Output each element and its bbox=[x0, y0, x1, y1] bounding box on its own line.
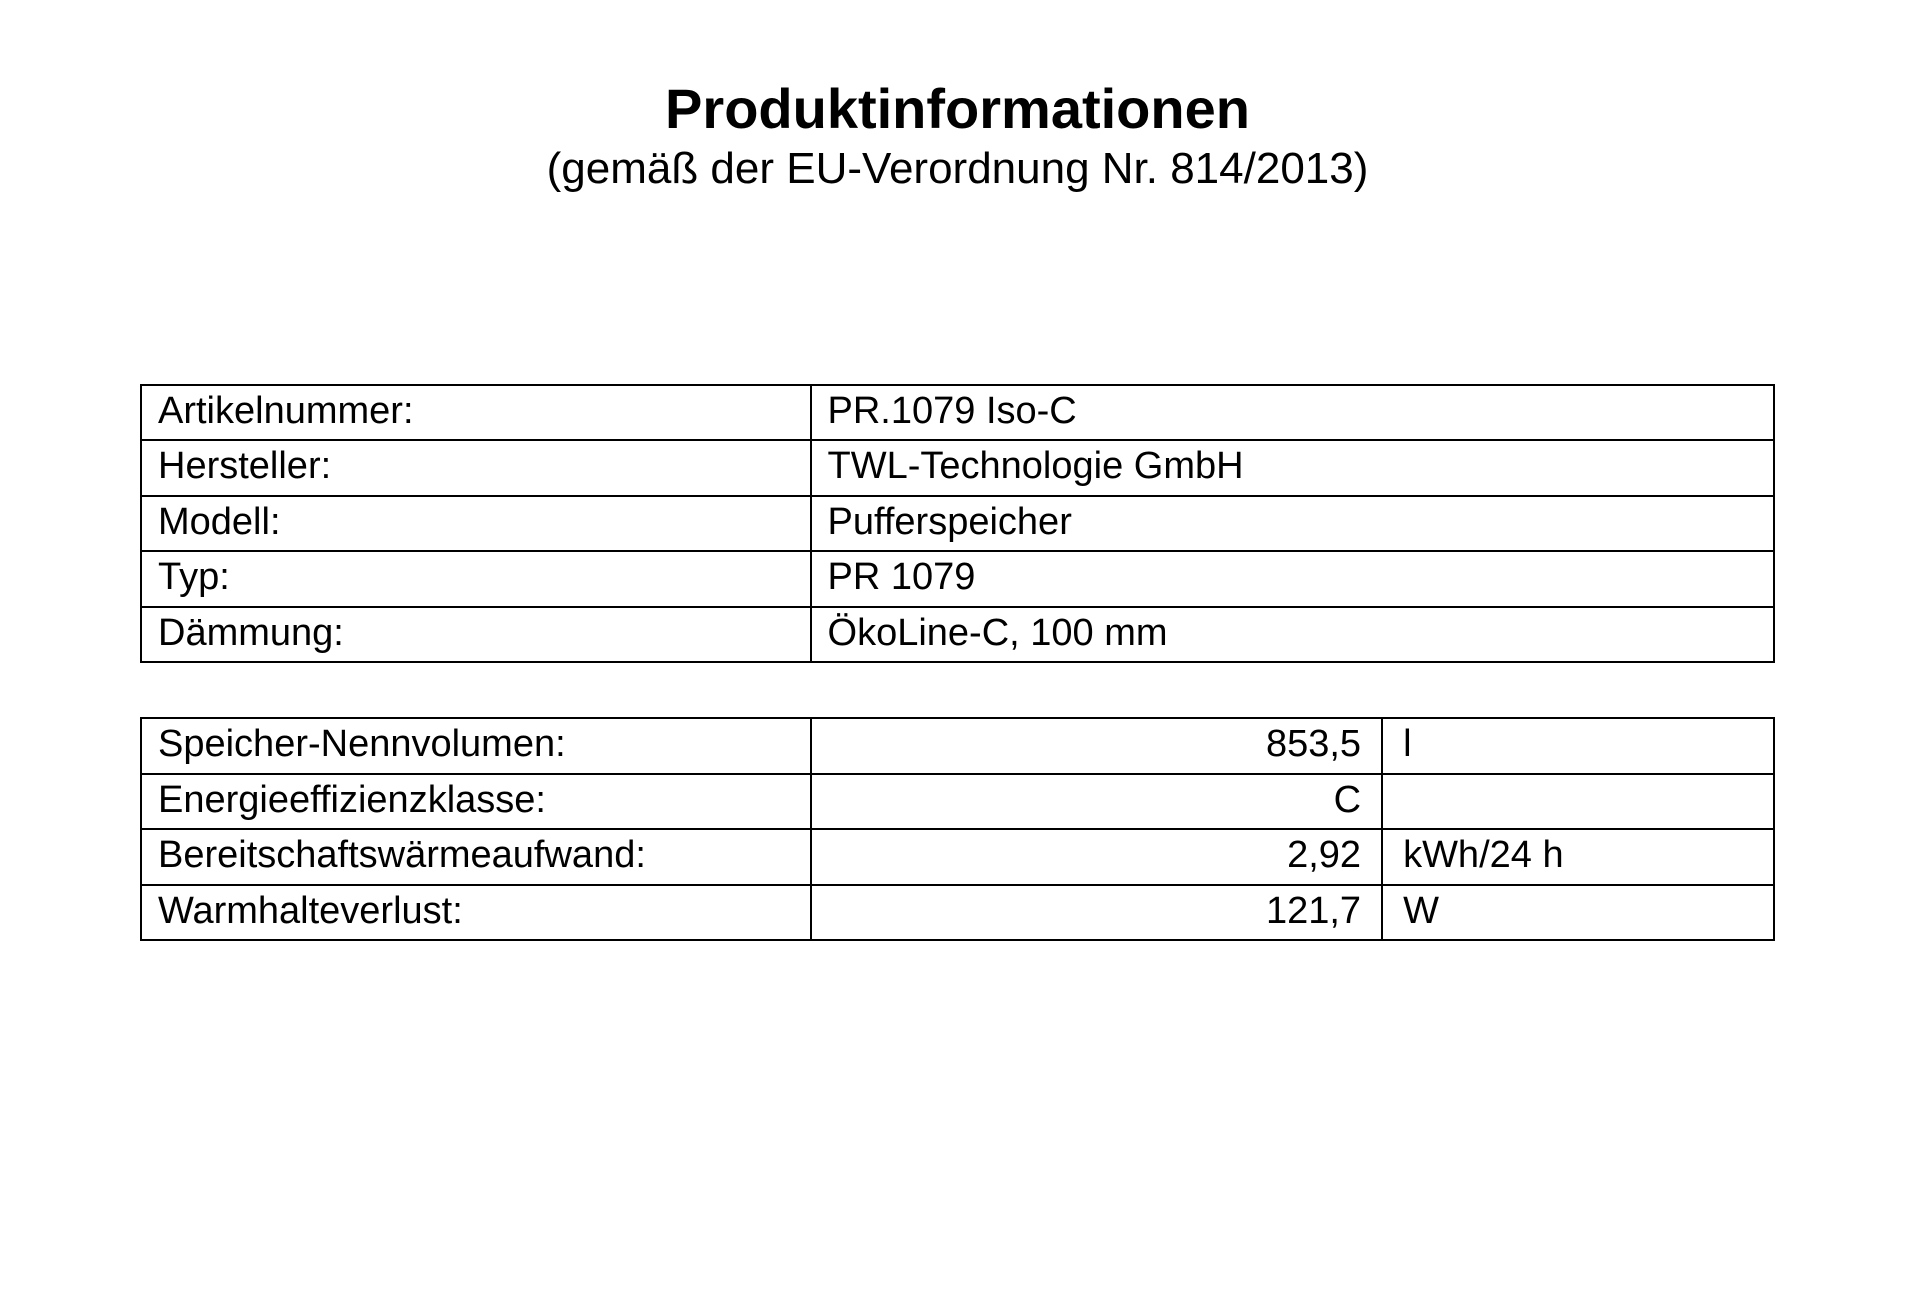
cell-label: Warmhalteverlust: bbox=[141, 885, 811, 941]
cell-label: Hersteller: bbox=[141, 440, 811, 496]
page-subtitle: (gemäß der EU-Verordnung Nr. 814/2013) bbox=[0, 144, 1915, 194]
cell-unit bbox=[1382, 774, 1774, 830]
cell-unit: l bbox=[1382, 718, 1774, 774]
tables-container: Artikelnummer: PR.1079 Iso-C Hersteller:… bbox=[140, 384, 1775, 942]
cell-label: Bereitschaftswärmeaufwand: bbox=[141, 829, 811, 885]
cell-label: Speicher-Nennvolumen: bbox=[141, 718, 811, 774]
cell-value: PR.1079 Iso-C bbox=[811, 385, 1774, 441]
product-table: Artikelnummer: PR.1079 Iso-C Hersteller:… bbox=[140, 384, 1775, 664]
cell-value: C bbox=[811, 774, 1383, 830]
cell-unit: kWh/24 h bbox=[1382, 829, 1774, 885]
cell-value: 2,92 bbox=[811, 829, 1383, 885]
table-row: Energieeffizienzklasse: C bbox=[141, 774, 1774, 830]
table-row: Dämmung: ÖkoLine-C, 100 mm bbox=[141, 607, 1774, 663]
table-row: Modell: Pufferspeicher bbox=[141, 496, 1774, 552]
table-row: Artikelnummer: PR.1079 Iso-C bbox=[141, 385, 1774, 441]
cell-value: PR 1079 bbox=[811, 551, 1774, 607]
cell-value: ÖkoLine-C, 100 mm bbox=[811, 607, 1774, 663]
cell-label: Typ: bbox=[141, 551, 811, 607]
page: Produktinformationen (gemäß der EU-Veror… bbox=[0, 0, 1915, 1301]
table-gap bbox=[140, 663, 1775, 717]
page-title: Produktinformationen bbox=[0, 78, 1915, 140]
table-row: Speicher-Nennvolumen: 853,5 l bbox=[141, 718, 1774, 774]
table-row: Hersteller: TWL-Technologie GmbH bbox=[141, 440, 1774, 496]
cell-label: Artikelnummer: bbox=[141, 385, 811, 441]
cell-unit: W bbox=[1382, 885, 1774, 941]
cell-label: Energieeffizienzklasse: bbox=[141, 774, 811, 830]
cell-label: Modell: bbox=[141, 496, 811, 552]
header: Produktinformationen (gemäß der EU-Veror… bbox=[0, 0, 1915, 194]
table-row: Bereitschaftswärmeaufwand: 2,92 kWh/24 h bbox=[141, 829, 1774, 885]
cell-value: 121,7 bbox=[811, 885, 1383, 941]
cell-label: Dämmung: bbox=[141, 607, 811, 663]
cell-value: Pufferspeicher bbox=[811, 496, 1774, 552]
spec-table: Speicher-Nennvolumen: 853,5 l Energieeff… bbox=[140, 717, 1775, 941]
table-row: Typ: PR 1079 bbox=[141, 551, 1774, 607]
cell-value: 853,5 bbox=[811, 718, 1383, 774]
cell-value: TWL-Technologie GmbH bbox=[811, 440, 1774, 496]
table-row: Warmhalteverlust: 121,7 W bbox=[141, 885, 1774, 941]
